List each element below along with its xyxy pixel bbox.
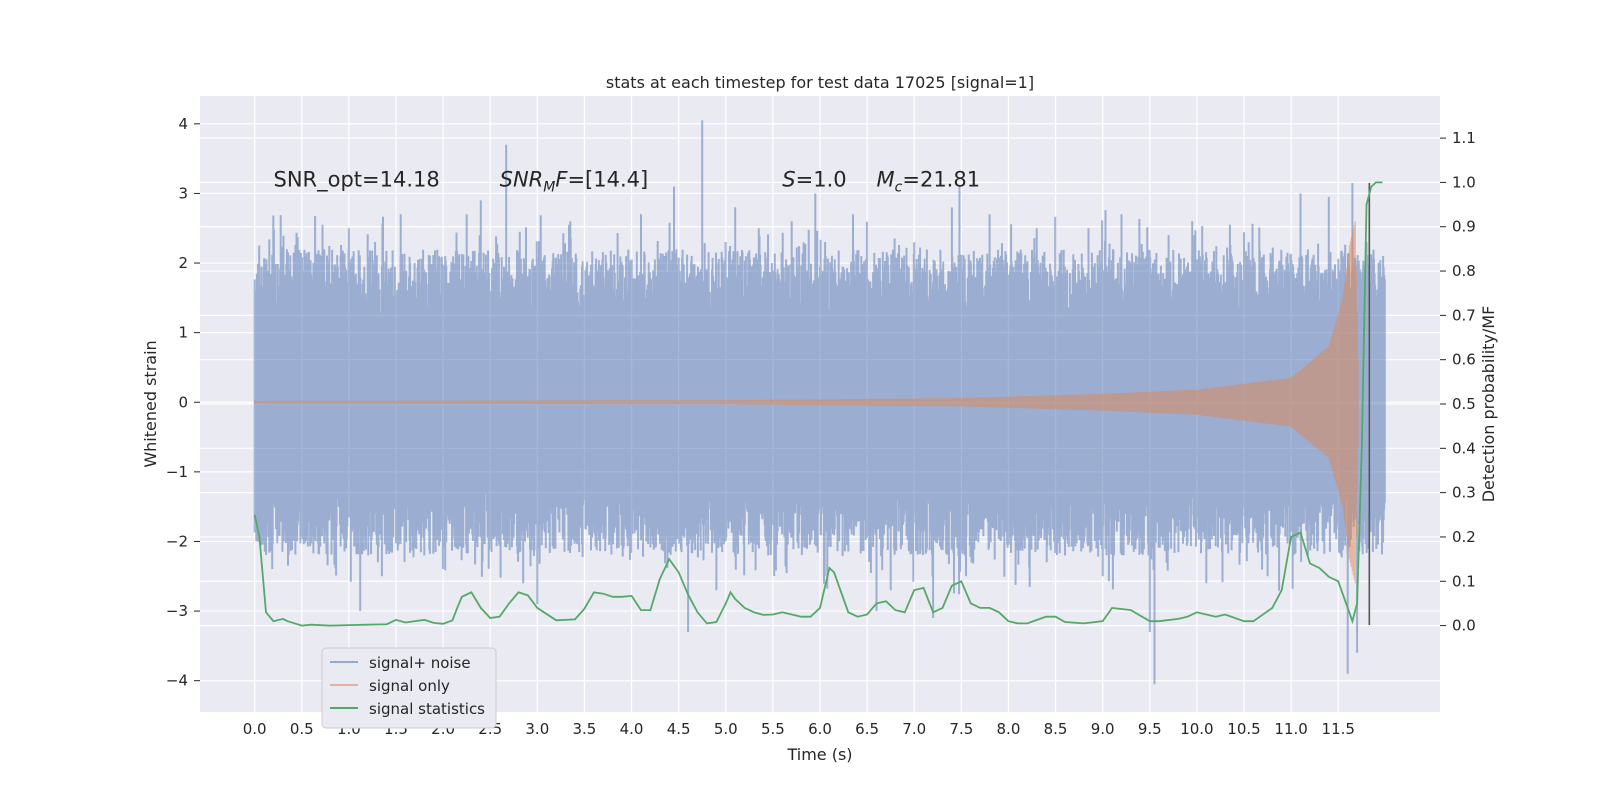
y2-tick-label: 1.0	[1452, 173, 1476, 191]
x-tick-label: 0.0	[243, 720, 267, 738]
annotations: SNR_opt=14.18 SNRMF=[14.4] S=1.0 Mc=21.81	[273, 168, 980, 196]
annotation-1: SNRMF=[14.4]	[500, 168, 649, 196]
x-tick-label: 6.0	[808, 720, 832, 738]
y2-tick-label: 0.2	[1452, 528, 1476, 546]
x-tick-label: 9.0	[1091, 720, 1115, 738]
y2-axis-label: Detection probability/MF	[1479, 306, 1498, 503]
y-tick-label: 1	[178, 324, 188, 342]
y-tick-label: −1	[166, 463, 188, 481]
y-tick-label: 0	[178, 393, 188, 411]
annotation-0: SNR_opt=14.18	[273, 168, 439, 193]
y2-tick-label: 0.0	[1452, 617, 1476, 635]
y-axis-label: Whitened strain	[141, 340, 160, 467]
y2-tick-label: 0.4	[1452, 439, 1476, 457]
signal-only-trace	[254, 221, 1359, 584]
y2-tick-label: 0.5	[1452, 395, 1476, 413]
x-tick-label: 4.5	[667, 720, 691, 738]
y-tick-label: 2	[178, 254, 188, 272]
x-tick-label: 11.0	[1274, 720, 1307, 738]
y2-tick-label: 0.7	[1452, 306, 1476, 324]
y2-tick-label: 0.1	[1452, 572, 1476, 590]
annotation-3: Mc=21.81	[877, 168, 981, 196]
y2-tick-label: 0.3	[1452, 484, 1476, 502]
y2-tick-label: 1.1	[1452, 129, 1476, 147]
x-tick-label: 7.5	[949, 720, 973, 738]
x-tick-label: 11.5	[1322, 720, 1355, 738]
x-tick-label: 5.0	[714, 720, 738, 738]
series-signal-statistics	[253, 181, 1383, 627]
y-tick-label: −2	[166, 532, 188, 550]
x-tick-label: 6.5	[855, 720, 879, 738]
annotation-2: S=1.0	[782, 168, 846, 192]
series-layer	[253, 120, 1386, 685]
series-signal-only	[254, 221, 1359, 584]
y-tick-label: −4	[166, 672, 188, 690]
chart-title: stats at each timestep for test data 170…	[606, 73, 1034, 92]
y-tick-label: 3	[178, 184, 188, 202]
x-tick-label: 5.5	[761, 720, 785, 738]
y-tick-label: −3	[166, 602, 188, 620]
legend-label-signal-noise: signal+ noise	[369, 654, 471, 672]
x-tick-label: 3.0	[525, 720, 549, 738]
y-tick-label: 4	[178, 115, 188, 133]
y2-tick-label: 0.8	[1452, 262, 1476, 280]
x-tick-label: 3.5	[573, 720, 597, 738]
x-tick-label: 8.0	[997, 720, 1021, 738]
x-tick-label: 8.5	[1044, 720, 1068, 738]
y2-tick-label: 0.6	[1452, 351, 1476, 369]
x-tick-label: 10.0	[1180, 720, 1213, 738]
x-axis-label: Time (s)	[786, 745, 852, 764]
x-tick-label: 0.5	[290, 720, 314, 738]
y2-tick-label: 0.9	[1452, 218, 1476, 236]
legend: signal+ noise signal only signal statist…	[321, 647, 497, 729]
x-tick-label: 10.5	[1227, 720, 1260, 738]
legend-label-signal-only: signal only	[369, 677, 450, 695]
legend-label-signal-statistics: signal statistics	[369, 700, 485, 718]
x-tick-label: 4.0	[620, 720, 644, 738]
legend-box	[321, 647, 497, 729]
x-tick-label: 7.0	[902, 720, 926, 738]
x-tick-label: 9.5	[1138, 720, 1162, 738]
